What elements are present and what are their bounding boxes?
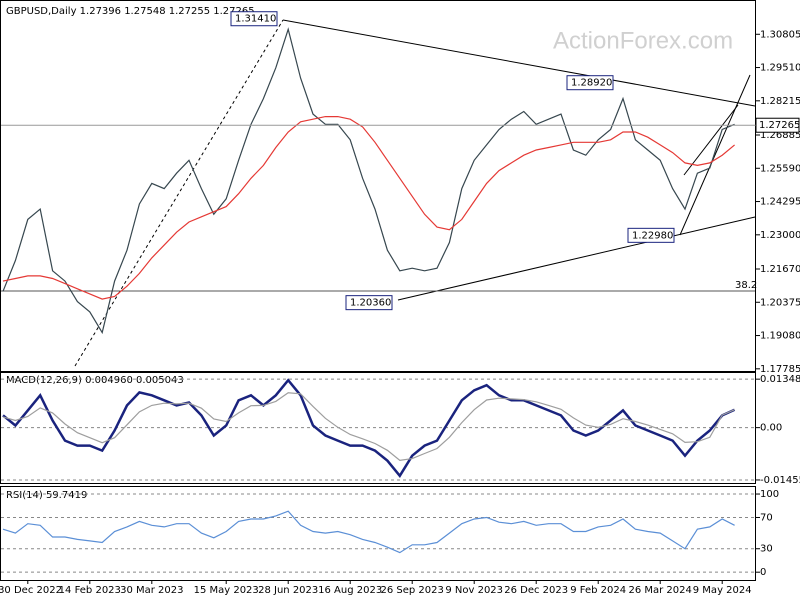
x-tick-label: 15 May 2023	[194, 585, 259, 596]
y-tick-label: 1.20375	[760, 297, 800, 308]
y-tick-label: 30	[760, 544, 773, 555]
chart-title: GBPUSD,Daily 1.27396 1.27548 1.27255 1.2…	[6, 6, 255, 17]
series-line	[2, 510, 735, 554]
level-label: 1.22980	[632, 230, 673, 241]
x-tick-label: 14 Feb 2023	[59, 585, 121, 596]
y-tick-label: 1.29510	[760, 63, 800, 74]
x-tick-label: 28 Jun 2023	[258, 585, 318, 596]
level-box	[230, 11, 278, 27]
y-tick-label: 1.26885	[760, 130, 800, 141]
x-tick-label: 26 Dec 2023	[504, 585, 568, 596]
x-tick-label: 30 Mar 2023	[120, 585, 183, 596]
y-tick-label: 70	[760, 512, 773, 523]
fib-label: 38.2	[735, 280, 757, 291]
watermark: ActionForex.com	[553, 27, 733, 54]
price-panel	[0, 0, 756, 372]
rsi-panel	[0, 486, 756, 581]
channel-line	[679, 74, 751, 236]
y-tick-label: 1.17785	[760, 364, 800, 375]
y-tick-label: 0.013489	[760, 374, 800, 385]
x-tick-label: 9 May 2024	[693, 585, 752, 596]
x-tick-label: 16 Aug 2023	[318, 585, 382, 596]
trend-line	[74, 19, 284, 367]
y-tick-label: 0	[760, 567, 766, 578]
y-tick-label: 1.19080	[760, 331, 800, 342]
y-tick-label: -0.014554	[760, 475, 800, 486]
x-tick-label: 26 Sep 2023	[381, 585, 444, 596]
level-box	[345, 295, 393, 311]
y-tick-label: 1.30805	[760, 29, 800, 40]
trend-line	[282, 19, 756, 107]
y-tick-label: 1.21670	[760, 264, 800, 275]
macd-title: MACD(12,26,9) 0.004960 0.005043	[6, 375, 184, 386]
y-tick-label: 1.23000	[760, 230, 800, 241]
series-line	[2, 27, 735, 335]
level-label: 1.20360	[350, 298, 391, 309]
y-tick-label: 1.25590	[760, 163, 800, 174]
x-tick-label: 9 Nov 2023	[445, 585, 503, 596]
x-tick-label: 30 Dec 2022	[0, 585, 62, 596]
y-tick-label: 1.24295	[760, 197, 800, 208]
x-tick-label: 9 Feb 2024	[570, 585, 626, 596]
level-box	[566, 75, 614, 91]
y-tick-label: 100	[760, 489, 779, 500]
y-tick-label: 0.00	[760, 423, 782, 434]
y-tick-label: 1.28215	[760, 96, 800, 107]
trend-line	[397, 216, 756, 301]
last-price-label: 1.27265	[759, 120, 800, 131]
level-box	[627, 227, 675, 243]
level-label: 1.31410	[235, 14, 276, 25]
level-label: 1.28920	[571, 78, 612, 89]
x-tick-label: 26 Mar 2024	[628, 585, 691, 596]
series-line	[2, 116, 735, 300]
rsi-title: RSI(14) 59.7419	[6, 490, 87, 501]
channel-line	[683, 104, 739, 176]
macd-panel	[0, 372, 756, 484]
series-line	[2, 392, 735, 462]
last-price-box	[755, 117, 800, 133]
series-line	[2, 378, 736, 478]
